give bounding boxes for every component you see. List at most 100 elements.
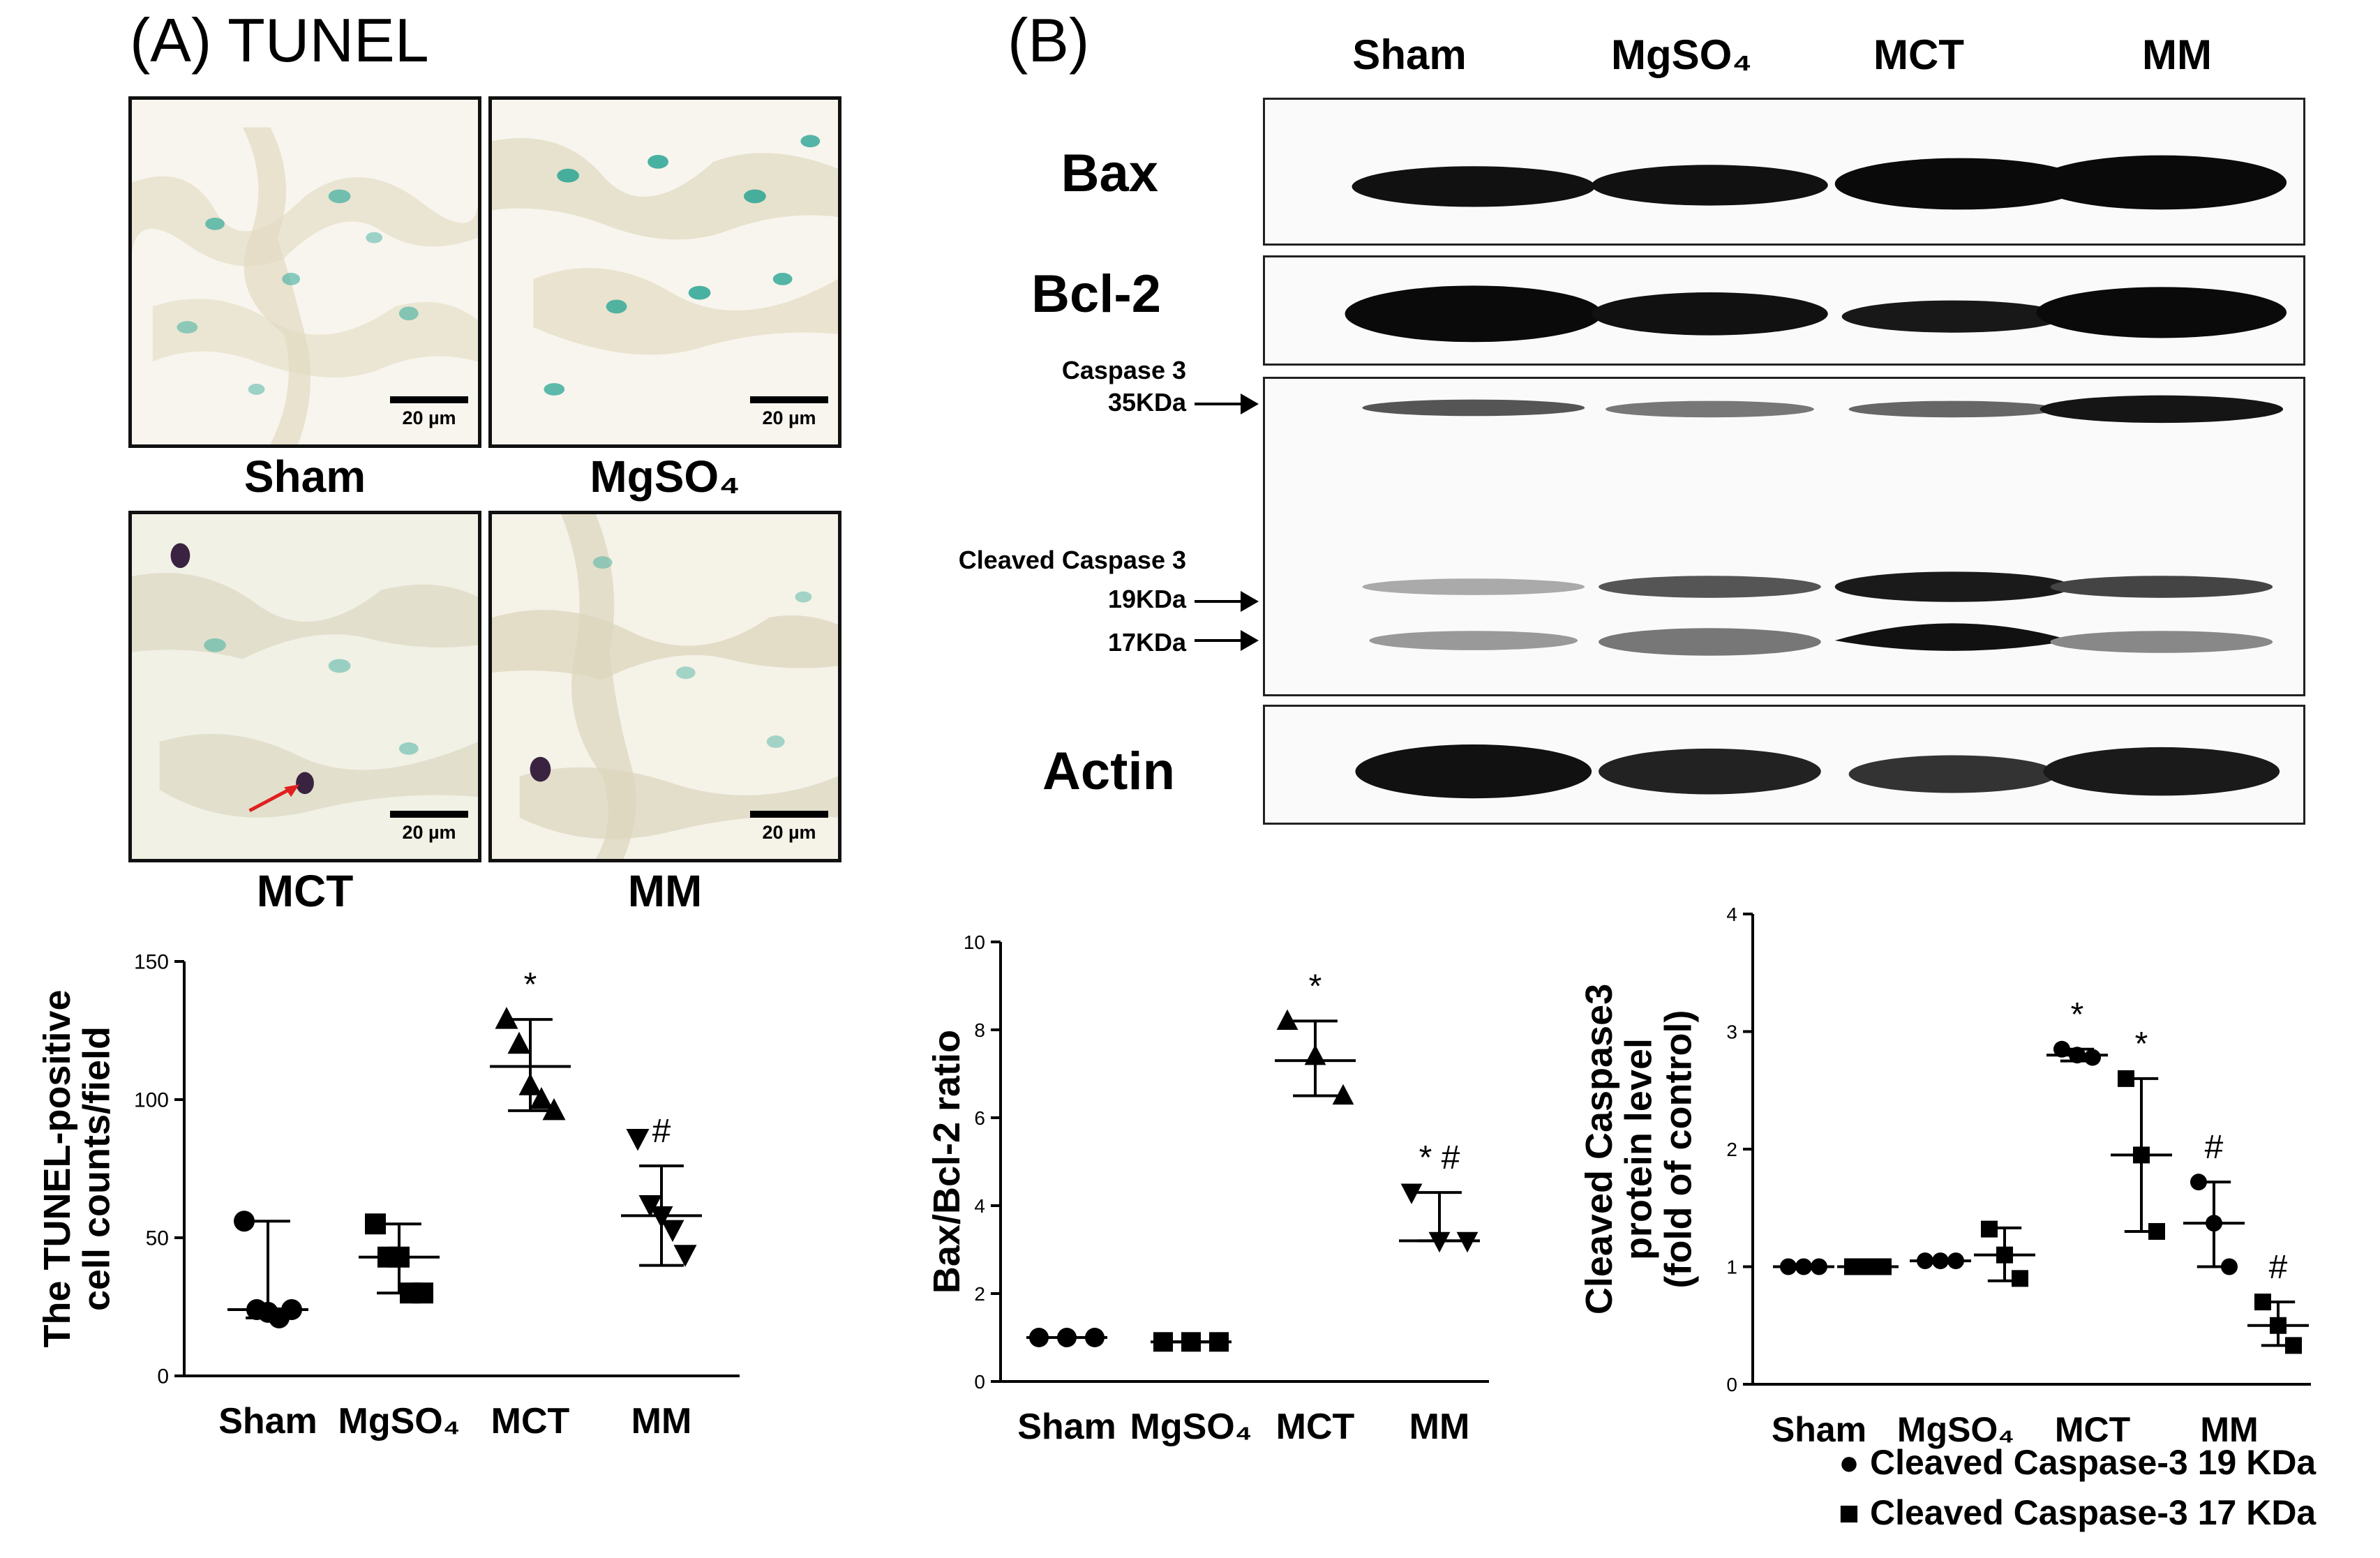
data-point <box>1332 1084 1354 1105</box>
y-tick-label: 50 <box>146 1227 169 1250</box>
y-tick-label: 1 <box>1726 1256 1737 1278</box>
micrograph-caption-mgso4: MgSO₄ <box>590 451 740 502</box>
data-point <box>507 1031 531 1054</box>
data-point <box>1304 1044 1326 1065</box>
data-point <box>1276 1009 1298 1030</box>
y-axis-label: cell counts/field <box>76 1026 118 1311</box>
data-point <box>1400 1183 1423 1204</box>
data-point <box>2221 1258 2238 1275</box>
scale-bar-label: 20 µm <box>762 822 816 843</box>
data-point <box>542 1098 566 1121</box>
tissue-texture <box>132 514 478 859</box>
significance-mark: * <box>2071 996 2084 1033</box>
data-point <box>2069 1047 2086 1064</box>
data-point <box>661 1220 684 1243</box>
data-point <box>530 1087 553 1109</box>
data-point <box>2012 1270 2028 1287</box>
data-point <box>1859 1258 1876 1275</box>
legend-item-19kda: ● Cleaved Caspase-3 19 KDa <box>1828 1437 2316 1488</box>
tissue-texture <box>492 100 838 444</box>
data-point <box>2206 1215 2222 1232</box>
data-point <box>2190 1174 2207 1191</box>
label-19kda: 19KDa <box>1107 585 1186 613</box>
lane-label-mct: MCT <box>1873 31 1964 78</box>
x-category-label: MM <box>631 1401 692 1441</box>
tissue-texture <box>132 100 478 444</box>
blot-actin <box>1263 705 2305 825</box>
data-point <box>1932 1252 1949 1270</box>
data-point <box>389 1246 410 1268</box>
arrow-17kda <box>1195 630 1259 651</box>
data-point <box>1029 1328 1049 1347</box>
micrograph-mm: 20 µm <box>488 511 841 862</box>
y-axis-label: Bax/Bcl-2 ratio <box>926 1030 968 1294</box>
data-point <box>1780 1258 1797 1275</box>
row-label-bcl2: Bcl-2 <box>1031 264 1161 324</box>
data-point <box>281 1298 302 1320</box>
y-tick-label: 150 <box>134 951 169 974</box>
label-caspase3: Caspase 3 <box>1061 356 1186 384</box>
lane-label-sham: Sham <box>1352 31 1467 78</box>
y-tick-label: 0 <box>974 1371 985 1393</box>
blot-bcl2 <box>1263 255 2305 366</box>
panel-a-label: (A) TUNEL <box>130 6 429 75</box>
significance-mark: * # <box>1419 1139 1460 1176</box>
y-tick-label: 6 <box>974 1107 985 1129</box>
data-point <box>1875 1258 1892 1275</box>
micrograph-sham: 20 µm <box>128 96 481 448</box>
data-point <box>638 1194 662 1218</box>
blot-bands <box>1345 285 2287 343</box>
data-point <box>1209 1332 1229 1352</box>
data-point <box>2084 1049 2101 1066</box>
circle-icon: ● <box>1838 1443 1860 1482</box>
y-tick-label: 0 <box>1726 1374 1737 1395</box>
data-point <box>1795 1258 1812 1275</box>
label-cleaved-caspase3: Cleaved Caspase 3 <box>958 546 1186 574</box>
x-category-label: Sham <box>218 1401 317 1441</box>
x-category-label: MM <box>2200 1410 2258 1449</box>
y-axis-label: The TUNEL-positive <box>36 989 78 1347</box>
y-tick-label: 2 <box>974 1283 985 1305</box>
data-point <box>1456 1231 1479 1253</box>
x-category-label: MgSO₄ <box>1130 1407 1252 1447</box>
scale-bar: 20 µm <box>390 396 468 429</box>
legend-label-19kda: Cleaved Caspase-3 19 KDa <box>1870 1443 2317 1482</box>
y-tick-label: 3 <box>1726 1021 1737 1042</box>
arrow-35kda <box>1195 394 1259 414</box>
data-point <box>673 1245 697 1267</box>
data-point <box>1917 1252 1933 1270</box>
panel-b-label: (B) <box>1008 6 1090 75</box>
data-point <box>1428 1231 1451 1253</box>
scale-bar: 20 µm <box>390 811 468 844</box>
data-point <box>2148 1222 2165 1240</box>
x-category-label: MCT <box>491 1401 570 1441</box>
data-point <box>1181 1332 1201 1352</box>
data-point <box>1996 1246 2013 1264</box>
chart-legend: ● Cleaved Caspase-3 19 KDa ■ Cleaved Caspa… <box>1828 1437 2316 1538</box>
tissue-texture <box>492 514 838 859</box>
data-point <box>650 1206 673 1229</box>
y-tick-label: 2 <box>1726 1139 1737 1160</box>
scale-bar: 20 µm <box>750 811 828 844</box>
x-category-label: MCT <box>1276 1407 1355 1447</box>
y-tick-label: 4 <box>1726 904 1737 925</box>
scale-bar: 20 µm <box>750 396 828 429</box>
significance-mark: # <box>2269 1249 2288 1286</box>
scale-bar-label: 20 µm <box>762 407 816 428</box>
blot-caspase3 <box>1263 377 2305 696</box>
arrow-19kda <box>1195 591 1259 612</box>
scale-bar-label: 20 µm <box>402 407 456 428</box>
data-point <box>2133 1146 2150 1164</box>
y-axis-label: (fold of control) <box>1657 1010 1699 1289</box>
data-point <box>2285 1337 2302 1354</box>
significance-mark: * <box>1309 968 1322 1005</box>
data-point <box>412 1282 433 1304</box>
significance-mark: * <box>524 966 537 1003</box>
micrograph-mgso4: 20 µm <box>488 96 841 448</box>
scale-bar-label: 20 µm <box>402 822 456 843</box>
micrograph-mct: 20 µm <box>128 511 481 862</box>
row-label-actin: Actin <box>1042 742 1175 801</box>
row-label-bax: Bax <box>1061 144 1158 203</box>
blot-bax <box>1263 98 2305 246</box>
